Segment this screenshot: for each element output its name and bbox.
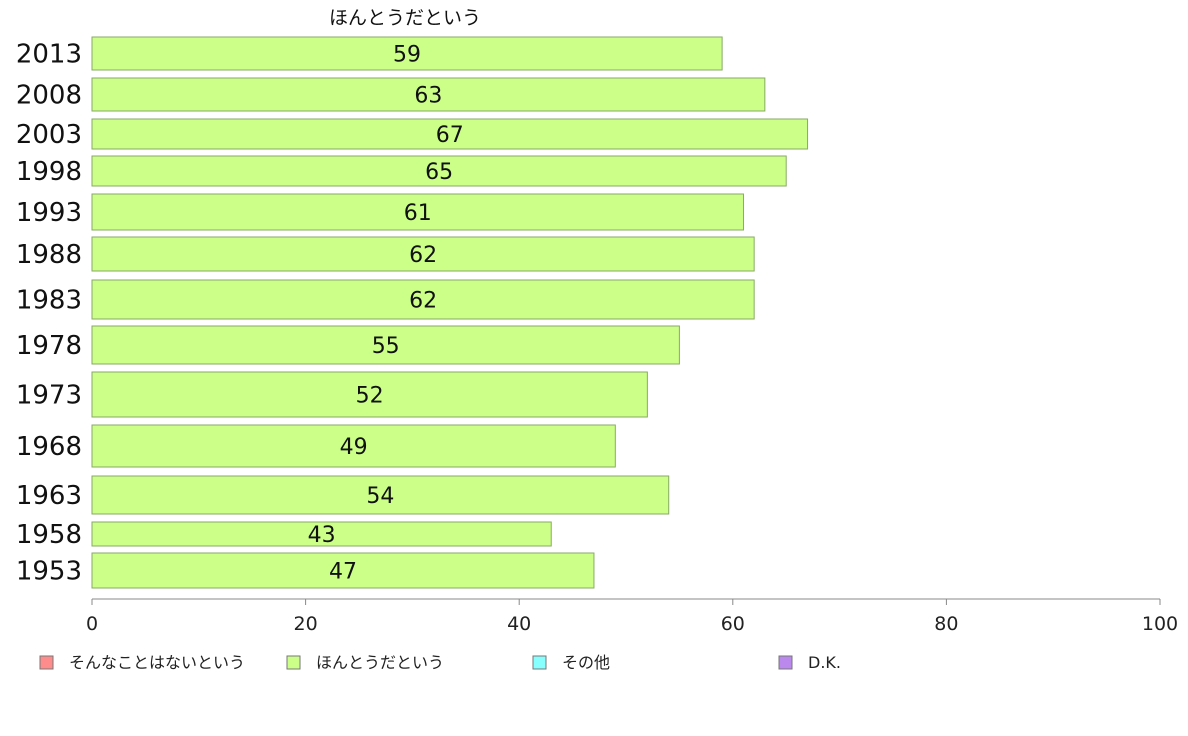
category-label-1953: 1953 <box>16 557 82 587</box>
value-label-1998: 65 <box>425 160 453 185</box>
legend-swatch-0 <box>39 655 54 670</box>
legend: そんなことはないという ほんとうだという その他 D.K. <box>39 653 841 672</box>
bars-group: 2013 59 2008 63 2003 67 1998 65 1993 61 1988 62 1983… <box>16 36 809 589</box>
bar-2013 <box>91 36 723 71</box>
bar-1998 <box>91 155 787 187</box>
legend-label-1: ほんとうだという <box>316 653 444 672</box>
bar-1988 <box>91 236 755 272</box>
bar-2008 <box>91 77 766 112</box>
x-tick-label-20: 20 <box>294 613 318 635</box>
legend-swatch-1 <box>286 655 301 670</box>
category-label-2008: 2008 <box>16 81 82 111</box>
category-label-1963: 1963 <box>16 481 82 511</box>
legend-label-3: D.K. <box>808 653 841 672</box>
bar-1983 <box>91 279 755 320</box>
bar-1993 <box>91 193 744 231</box>
value-label-1973: 52 <box>356 384 384 409</box>
legend-swatch-2 <box>532 655 547 670</box>
x-tick-label-40: 40 <box>507 613 531 635</box>
x-tick-label-60: 60 <box>721 613 745 635</box>
value-label-2008: 63 <box>414 84 442 109</box>
bar-1968 <box>91 424 616 468</box>
category-label-1973: 1973 <box>16 381 82 411</box>
value-label-1968: 49 <box>340 435 368 460</box>
category-label-1968: 1968 <box>16 432 82 462</box>
bar-1973 <box>91 371 648 418</box>
value-label-1983: 62 <box>409 289 437 314</box>
value-label-1953: 47 <box>329 560 357 585</box>
bar-2003 <box>91 118 809 150</box>
category-label-1983: 1983 <box>16 286 82 316</box>
x-tick-label-0: 0 <box>86 613 98 635</box>
bar-1958 <box>91 521 552 547</box>
x-axis: 0 20 40 60 80 100 <box>86 598 1178 635</box>
category-label-1958: 1958 <box>16 520 82 550</box>
category-label-1993: 1993 <box>16 198 82 228</box>
value-label-2013: 59 <box>393 43 421 68</box>
value-label-1978: 55 <box>372 334 400 359</box>
value-label-1988: 62 <box>409 243 437 268</box>
value-label-1958: 43 <box>308 523 336 548</box>
category-label-2003: 2003 <box>16 120 82 150</box>
legend-label-2: その他 <box>562 653 610 672</box>
value-label-1963: 54 <box>366 484 394 509</box>
category-label-1978: 1978 <box>16 331 82 361</box>
value-label-1993: 61 <box>404 201 432 226</box>
bar-1953 <box>91 552 595 589</box>
x-tick-label-100: 100 <box>1142 613 1178 635</box>
series-title: ほんとうだという <box>329 7 481 29</box>
category-label-1988: 1988 <box>16 240 82 270</box>
legend-swatch-3 <box>778 655 793 670</box>
value-label-2003: 67 <box>436 123 464 148</box>
category-label-2013: 2013 <box>16 40 82 70</box>
category-label-1998: 1998 <box>16 157 82 187</box>
bar-1978 <box>91 325 680 365</box>
legend-label-0: そんなことはないという <box>69 653 245 672</box>
x-tick-label-80: 80 <box>934 613 958 635</box>
bar-1963 <box>91 475 670 515</box>
